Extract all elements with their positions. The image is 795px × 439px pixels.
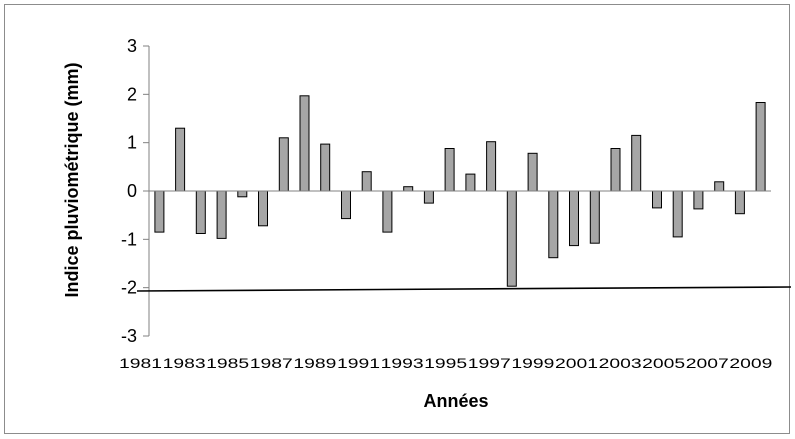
bar-2004 <box>631 134 642 192</box>
x-tick-label: 1991 <box>337 355 380 371</box>
x-axis-title: Années <box>423 391 488 411</box>
bar-2006 <box>672 190 683 238</box>
x-tick-label: 1985 <box>206 355 249 371</box>
bar-2003 <box>610 148 621 192</box>
y-tick-label: 2 <box>127 84 137 104</box>
x-tick-label: 1999 <box>511 355 554 371</box>
bar-1985 <box>237 190 248 198</box>
chart-frame: 3 2 1 0 -1 -2 -3 1981 1983 1985 1987 1989 1991 1993 1… <box>4 4 791 434</box>
bar-2007 <box>693 190 704 210</box>
bars <box>154 95 766 287</box>
bar-1992 <box>382 190 393 233</box>
x-tick-label: 1989 <box>293 355 336 371</box>
y-axis-title: Indice pluviométrique (mm) <box>62 62 82 297</box>
bar-2008 <box>714 181 725 192</box>
bar-2005 <box>652 190 662 209</box>
x-tick-label: 2003 <box>599 355 642 371</box>
bar-1986 <box>258 190 268 227</box>
y-tick-label: 0 <box>127 181 137 201</box>
bar-1995 <box>444 148 455 192</box>
bar-2001 <box>569 190 579 247</box>
bar-2009 <box>734 190 745 215</box>
x-tick-label: 1987 <box>250 355 293 371</box>
x-tick-label: 2001 <box>555 355 598 371</box>
x-tick-label: 2007 <box>686 355 729 371</box>
bar-1998 <box>506 190 517 287</box>
bar-2002 <box>589 190 600 244</box>
y-tick-label: 1 <box>127 133 137 153</box>
y-tick-label: -3 <box>121 326 137 346</box>
bar-1990 <box>341 190 351 220</box>
y-tick-label: -2 <box>121 278 137 298</box>
y-tick-label: 3 <box>127 36 137 56</box>
bar-1997 <box>486 141 497 192</box>
bar-1996 <box>465 173 476 192</box>
reference-line <box>136 286 791 292</box>
bar-1987 <box>278 137 289 192</box>
bar-1983 <box>195 190 206 234</box>
bar-1991 <box>361 171 372 192</box>
bar-1984 <box>216 190 227 239</box>
bar-1993 <box>403 186 414 192</box>
bar-1981 <box>154 190 165 233</box>
bar-1994 <box>423 190 434 204</box>
x-tick-label: 1993 <box>381 355 424 371</box>
bar-1982 <box>175 127 186 192</box>
x-tick-label: 2005 <box>642 355 685 371</box>
y-tick-label: -1 <box>121 229 137 249</box>
x-tick-label: 1997 <box>468 355 511 371</box>
x-tick-label: 1981 <box>119 355 162 371</box>
bar-2000 <box>548 190 559 259</box>
bar-1989 <box>320 143 331 192</box>
bar-1999 <box>527 152 538 192</box>
y-tick-labels: 3 2 1 0 -1 -2 -3 <box>121 36 149 346</box>
bar-2010 <box>755 102 766 192</box>
x-tick-label: 1995 <box>424 355 467 371</box>
x-tick-label: 2009 <box>729 355 772 371</box>
x-tick-labels: 1981 1983 1985 1987 1989 1991 1993 1995 1997 1999… <box>119 355 773 371</box>
bar-1988 <box>299 95 310 192</box>
x-tick-label: 1983 <box>163 355 206 371</box>
